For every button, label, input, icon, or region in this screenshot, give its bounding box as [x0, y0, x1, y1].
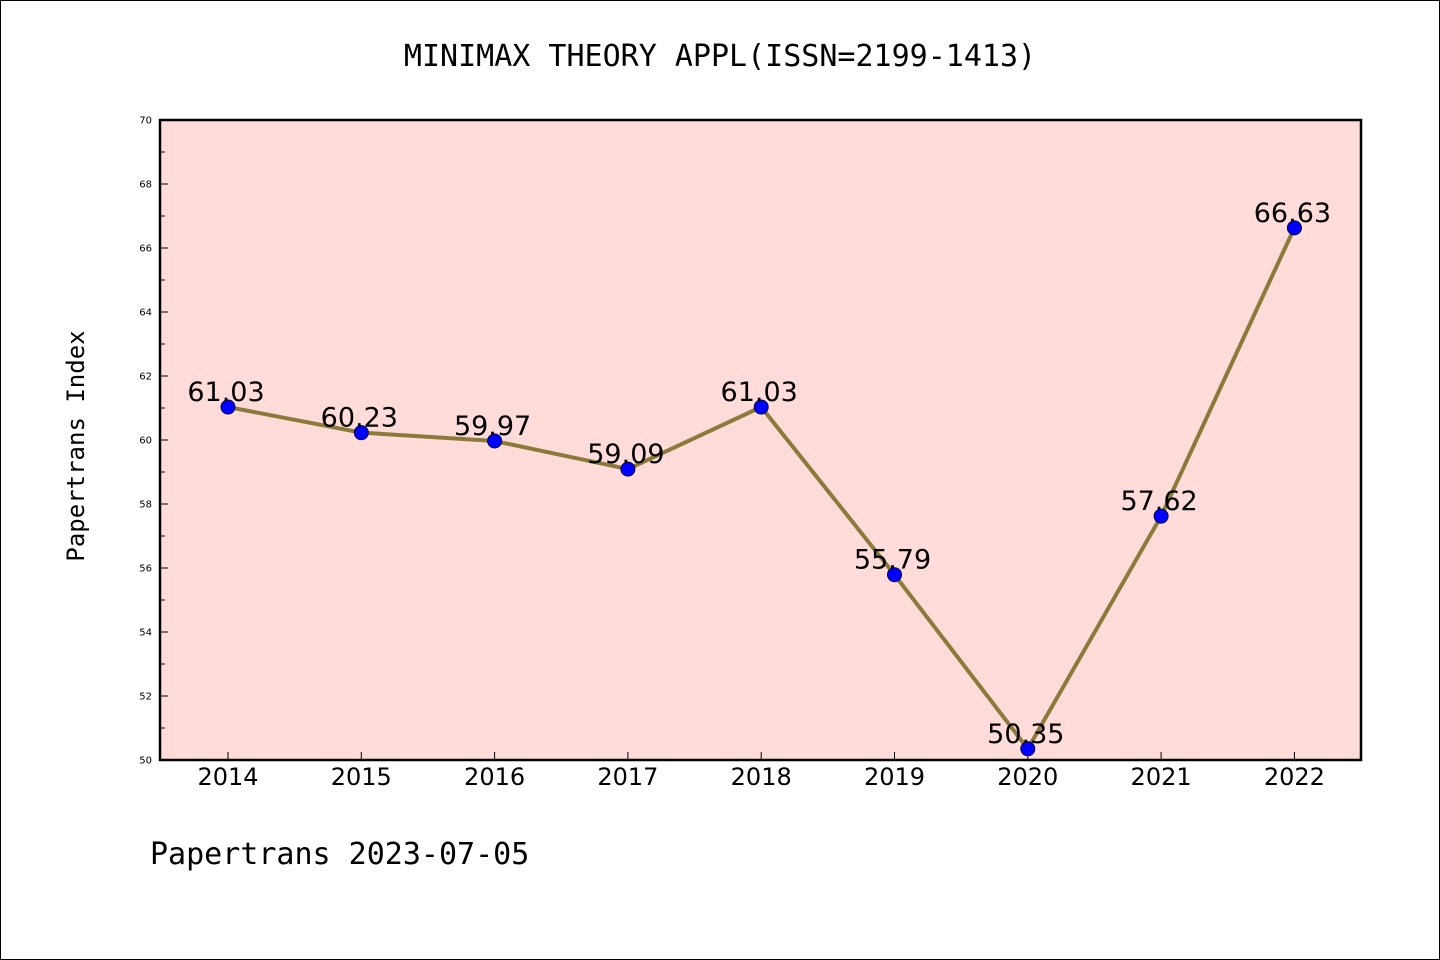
data-point — [353, 425, 369, 441]
data-point — [620, 461, 636, 477]
data-point — [1020, 741, 1036, 757]
data-point — [753, 399, 769, 415]
data-point — [887, 567, 902, 583]
x-tick-label: 2015 — [331, 763, 392, 791]
data-point — [1153, 508, 1169, 524]
y-tick-label: 60 — [139, 436, 152, 447]
data-label: 59.97 — [454, 411, 531, 442]
y-tick-label: 58 — [139, 500, 152, 511]
y-tick-label: 66 — [139, 244, 152, 255]
data-point — [1286, 220, 1302, 236]
data-label: 55.79 — [854, 545, 931, 576]
data-label: 59.09 — [587, 439, 664, 470]
y-axis-ticks: 50 52 54 56 58 60 62 64 66 68 70 — [139, 116, 168, 767]
x-tick-label: 2019 — [864, 763, 925, 791]
chart-title: MINIMAX THEORY APPL(ISSN=2199-1413) — [404, 39, 1036, 74]
data-label: 66.63 — [1254, 198, 1331, 229]
footer-text: Papertrans 2023-07-05 — [150, 837, 529, 872]
x-tick-label: 2016 — [464, 763, 525, 791]
x-tick-label: 2020 — [997, 763, 1058, 791]
y-tick-label: 68 — [139, 180, 152, 191]
x-tick-label: 2017 — [597, 763, 658, 791]
data-point — [487, 433, 503, 449]
y-tick-label: 50 — [139, 756, 152, 767]
y-tick-label: 70 — [139, 116, 152, 127]
y-axis-label: Papertrans Index — [62, 330, 90, 561]
points-group — [220, 220, 1302, 757]
y-tick-label: 56 — [139, 564, 152, 575]
data-label: 50.35 — [987, 719, 1064, 750]
x-tick-label: 2018 — [731, 763, 792, 791]
data-label: 61.03 — [721, 377, 798, 408]
y-tick-label: 64 — [139, 308, 152, 319]
y-tick-label: 62 — [139, 372, 152, 383]
y-tick-label: 54 — [139, 628, 152, 639]
y-tick-label: 52 — [139, 692, 152, 703]
data-labels-group: 61.03 60.23 59.97 59.09 61.03 55.79 50.35 57.62… — [187, 198, 1331, 750]
x-tick-label: 2014 — [197, 763, 258, 791]
plot-area — [158, 118, 1363, 762]
x-tick-label: 2021 — [1131, 763, 1192, 791]
x-tick-label: 2022 — [1264, 763, 1325, 791]
data-label: 61.03 — [187, 377, 264, 408]
data-point — [220, 399, 236, 415]
x-axis-ticks: 2014 2015 2016 2017 2018 2019 2020 2021 2022 — [197, 752, 1325, 791]
data-label: 60.23 — [321, 403, 398, 434]
data-label: 57.62 — [1120, 486, 1197, 517]
